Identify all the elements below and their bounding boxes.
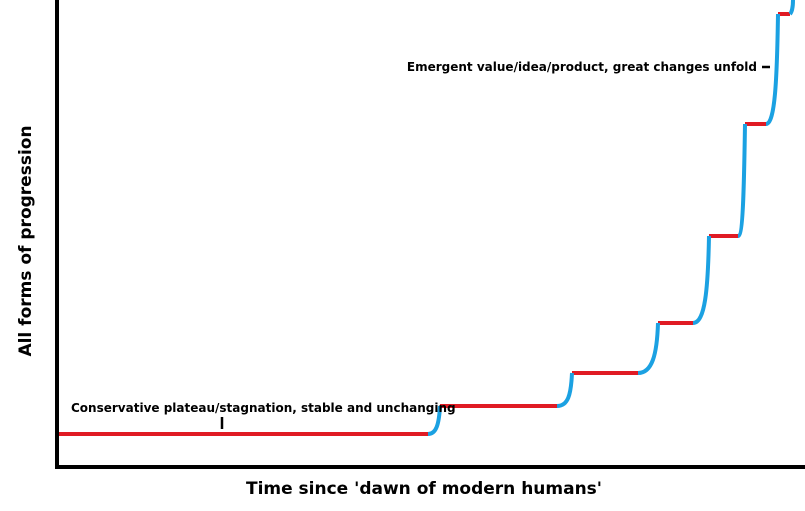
annotation: Conservative plateau/stagnation, stable …: [71, 401, 456, 415]
rise: [736, 123, 747, 238]
steps: [58, 0, 795, 436]
rise: [788, 0, 795, 16]
rises: [427, 0, 795, 436]
rise: [427, 405, 442, 436]
y-axis-label: All forms of progression: [16, 125, 36, 356]
plateaus: [58, 12, 790, 436]
rise: [692, 235, 711, 325]
rise: [556, 372, 574, 408]
x-axis-label: Time since 'dawn of modern humans': [246, 479, 602, 499]
rise: [637, 322, 660, 375]
annotation: Emergent value/idea/product, great chang…: [407, 60, 757, 74]
rise: [765, 13, 780, 126]
